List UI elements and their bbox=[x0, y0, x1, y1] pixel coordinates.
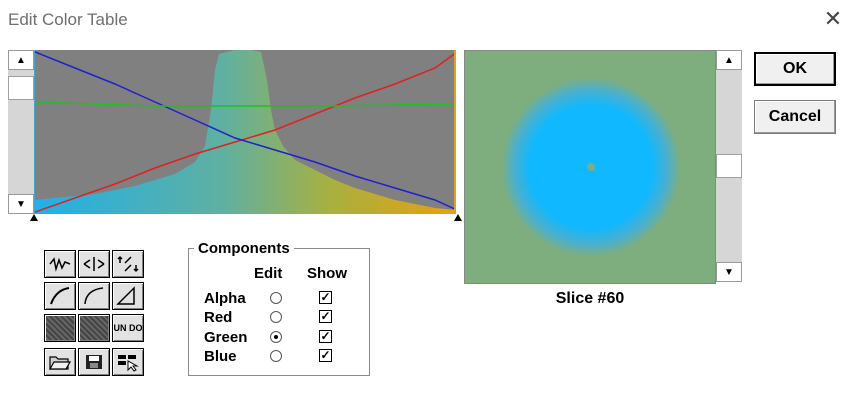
window-title: Edit Color Table bbox=[8, 10, 128, 29]
histogram-graph[interactable] bbox=[35, 50, 456, 214]
slice-scroll-thumb[interactable] bbox=[716, 154, 742, 178]
edit-radio-alpha[interactable] bbox=[270, 292, 282, 304]
show-checkbox-red[interactable]: ✓ bbox=[319, 309, 332, 323]
edit-radio-red[interactable] bbox=[270, 311, 282, 323]
right-range-marker-icon[interactable] bbox=[454, 214, 462, 221]
scroll-thumb[interactable] bbox=[8, 76, 34, 100]
edit-column-header: Edit bbox=[254, 265, 283, 282]
dialog-client: ▲ ▼ UN bbox=[8, 40, 850, 402]
components-title: Components bbox=[194, 240, 294, 257]
undo-button[interactable]: UN DO bbox=[112, 314, 144, 342]
radio-selected-dot bbox=[274, 335, 278, 339]
save-disk-icon[interactable] bbox=[78, 348, 110, 376]
green-curve bbox=[35, 101, 454, 107]
close-icon[interactable]: ✕ bbox=[823, 6, 843, 31]
slice-image bbox=[501, 77, 681, 257]
slice-label: Slice #60 bbox=[555, 290, 625, 307]
stretch-tool-button[interactable] bbox=[78, 250, 110, 278]
show-checkbox-alpha[interactable]: ✓ bbox=[319, 290, 332, 304]
row-label-green: Green bbox=[204, 329, 248, 346]
left-range-marker-icon[interactable] bbox=[30, 214, 38, 221]
scroll-down-icon[interactable]: ▼ bbox=[8, 194, 34, 214]
reverse-tool-button[interactable] bbox=[112, 250, 144, 278]
edit-radio-blue[interactable] bbox=[270, 350, 282, 362]
title-bar: Edit Color Table ✕ bbox=[0, 0, 858, 40]
smooth-tool-button[interactable] bbox=[44, 250, 76, 278]
cancel-button[interactable]: Cancel bbox=[754, 100, 836, 134]
histogram-area bbox=[35, 50, 454, 214]
edit-radio-green[interactable] bbox=[270, 331, 282, 343]
slice-scroll-down-icon[interactable]: ▼ bbox=[716, 262, 742, 282]
slice-scroll-up-icon[interactable]: ▲ bbox=[716, 50, 742, 70]
row-label-blue: Blue bbox=[204, 348, 237, 365]
open-folder-icon[interactable] bbox=[44, 348, 76, 376]
ok-button[interactable]: OK bbox=[754, 52, 836, 86]
disabled-tool-slot-1 bbox=[44, 314, 76, 342]
scroll-up-icon[interactable]: ▲ bbox=[8, 50, 34, 70]
slice-preview[interactable] bbox=[464, 50, 716, 284]
ramp-tool-button[interactable] bbox=[112, 282, 144, 310]
load-palette-icon[interactable] bbox=[112, 348, 144, 376]
show-checkbox-green[interactable]: ✓ bbox=[319, 329, 332, 343]
show-checkbox-blue[interactable]: ✓ bbox=[319, 348, 332, 362]
disabled-tool-slot-2 bbox=[78, 314, 110, 342]
row-label-alpha: Alpha bbox=[204, 290, 246, 307]
freehand-tool-button[interactable] bbox=[78, 282, 110, 310]
color-table-editor[interactable] bbox=[34, 50, 456, 214]
show-column-header: Show bbox=[307, 265, 347, 282]
slice-scrollbar[interactable]: ▲ ▼ bbox=[716, 50, 742, 282]
histogram-scrollbar[interactable]: ▲ ▼ bbox=[8, 50, 34, 214]
curve-tool-button[interactable] bbox=[44, 282, 76, 310]
row-label-red: Red bbox=[204, 309, 233, 326]
blue-curve bbox=[35, 51, 454, 210]
red-curve bbox=[35, 53, 454, 213]
